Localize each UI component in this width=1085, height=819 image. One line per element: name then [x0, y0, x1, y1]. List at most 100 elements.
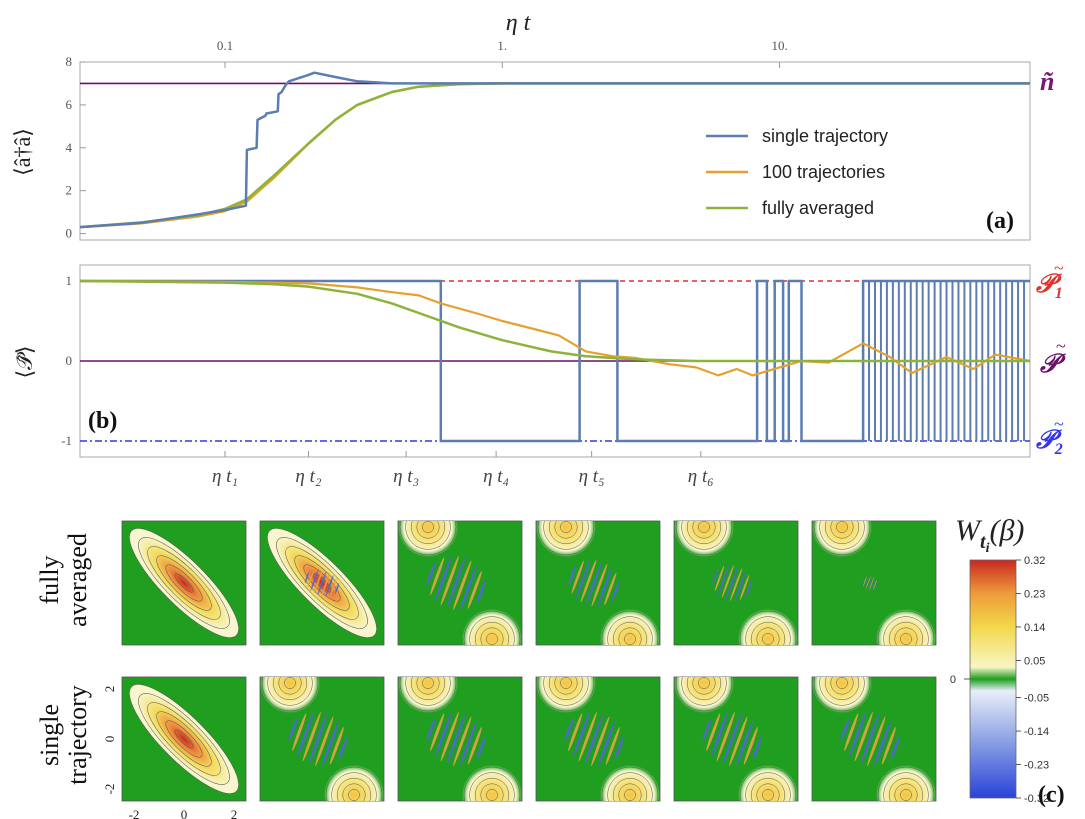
fringe-stripe [568, 565, 577, 586]
time-marker-label: η t₂ [295, 466, 321, 487]
panel-a-series [79, 71, 1030, 229]
fringe-stripe [435, 711, 452, 758]
wigner-content [260, 677, 384, 801]
contour [284, 677, 296, 689]
coherent-lobe-top [812, 677, 872, 713]
contour [830, 521, 854, 539]
coherent-lobe-top [398, 677, 458, 713]
contour [560, 521, 572, 533]
fringe-stripe [426, 718, 436, 742]
contour [750, 777, 786, 801]
colorbar-title: Wti(β) [955, 514, 1024, 556]
contour [756, 627, 780, 645]
contour [138, 693, 230, 785]
contour [399, 521, 457, 556]
map-x-tick-label: 0 [181, 807, 188, 819]
fringe-stripe [321, 572, 331, 596]
y-tick-label-a: 6 [66, 97, 73, 112]
contour [325, 766, 383, 801]
p2-tilde: ~ [1054, 414, 1064, 434]
wigner-content [674, 677, 798, 801]
fringe-stripe [585, 561, 603, 605]
wigner-map-averaged-t3 [397, 520, 523, 646]
wigner-content [398, 521, 522, 645]
wigner-map-single-t5 [673, 676, 799, 802]
contour [474, 621, 510, 645]
wigner-map-averaged-t5 [673, 520, 799, 646]
coherent-lobe-top [674, 521, 734, 557]
fringe-stripe [881, 726, 896, 765]
fringe-stripe [329, 578, 337, 596]
map-x-tick-label: -2 [129, 807, 140, 819]
map-y-tick-label: -2 [102, 784, 117, 795]
contour [756, 783, 780, 801]
fringe-stripe [854, 711, 873, 762]
contour [174, 729, 194, 749]
contour [618, 627, 642, 645]
contour [739, 766, 797, 801]
wigner-map-averaged-t2 [259, 520, 385, 646]
contour [607, 616, 653, 645]
coherent-lobe-bottom [462, 765, 522, 801]
wigner-content [398, 677, 522, 801]
fringe-stripe [338, 736, 348, 760]
fringe-stripe [849, 711, 866, 758]
contour [303, 564, 341, 602]
fringe-stripe [446, 713, 466, 765]
fringe-stripe [310, 569, 319, 591]
fringe-stripe [325, 575, 334, 597]
fringe-stripe [476, 580, 486, 604]
contour [819, 521, 865, 550]
coherent-lobe-bottom [600, 609, 660, 645]
contour [336, 777, 372, 801]
y-tick-label-a: 4 [66, 140, 73, 155]
fringe-stripe [865, 575, 871, 589]
fringe-stripe [716, 711, 735, 762]
fringe-stripe [598, 720, 615, 767]
fringe-stripe [302, 711, 321, 762]
interference-fringes [426, 555, 486, 611]
contour [824, 677, 860, 701]
fringe-stripe [844, 713, 859, 752]
map-y-tick-label: 0 [102, 736, 117, 743]
contour [900, 789, 912, 801]
series-fully-averaged-b [79, 279, 1030, 363]
map-x-tick-label: 2 [231, 807, 238, 819]
row-label-averaged-2: averaged [63, 533, 92, 627]
contour [147, 702, 221, 776]
fringe-stripe [297, 711, 314, 758]
contour [681, 677, 727, 706]
contour [543, 521, 589, 550]
contour [486, 633, 498, 645]
y-tick-label-a: 0 [66, 226, 73, 241]
contour [278, 677, 302, 695]
contour [836, 677, 848, 689]
fringe-stripe [604, 572, 617, 606]
fringe-stripe [712, 569, 719, 585]
fringe-stripe [460, 720, 477, 767]
coherent-lobe-top [536, 677, 596, 713]
legend-label-100: 100 trajectories [762, 162, 885, 182]
fringe-stripe [862, 577, 865, 584]
fringe-stripe [453, 560, 472, 611]
interference-fringes [702, 711, 762, 767]
contour [405, 521, 451, 550]
fringe-stripe [743, 726, 758, 765]
contour [624, 633, 636, 645]
fringe-stripe [292, 713, 307, 752]
contour [294, 555, 350, 611]
colorbar: Wti(β) 0.32 0.23 0.14 0.05 0 -0.05 -0.14 -0.23 -… [950, 514, 1065, 808]
contour [331, 772, 377, 801]
colorbar-tick-label: -0.32 [1024, 793, 1049, 805]
contour [312, 573, 332, 593]
fringe-stripe [729, 716, 748, 767]
contour [739, 610, 797, 645]
panel-b-tag: (b) [88, 408, 117, 434]
contour [129, 528, 239, 638]
y-tick-label-b: -1 [61, 433, 72, 448]
wigner-content [812, 677, 936, 801]
fringe-stripe [867, 576, 873, 590]
fringe-stripe [721, 564, 734, 598]
fringe-stripe [334, 583, 340, 594]
fringe-stripe [714, 565, 725, 592]
